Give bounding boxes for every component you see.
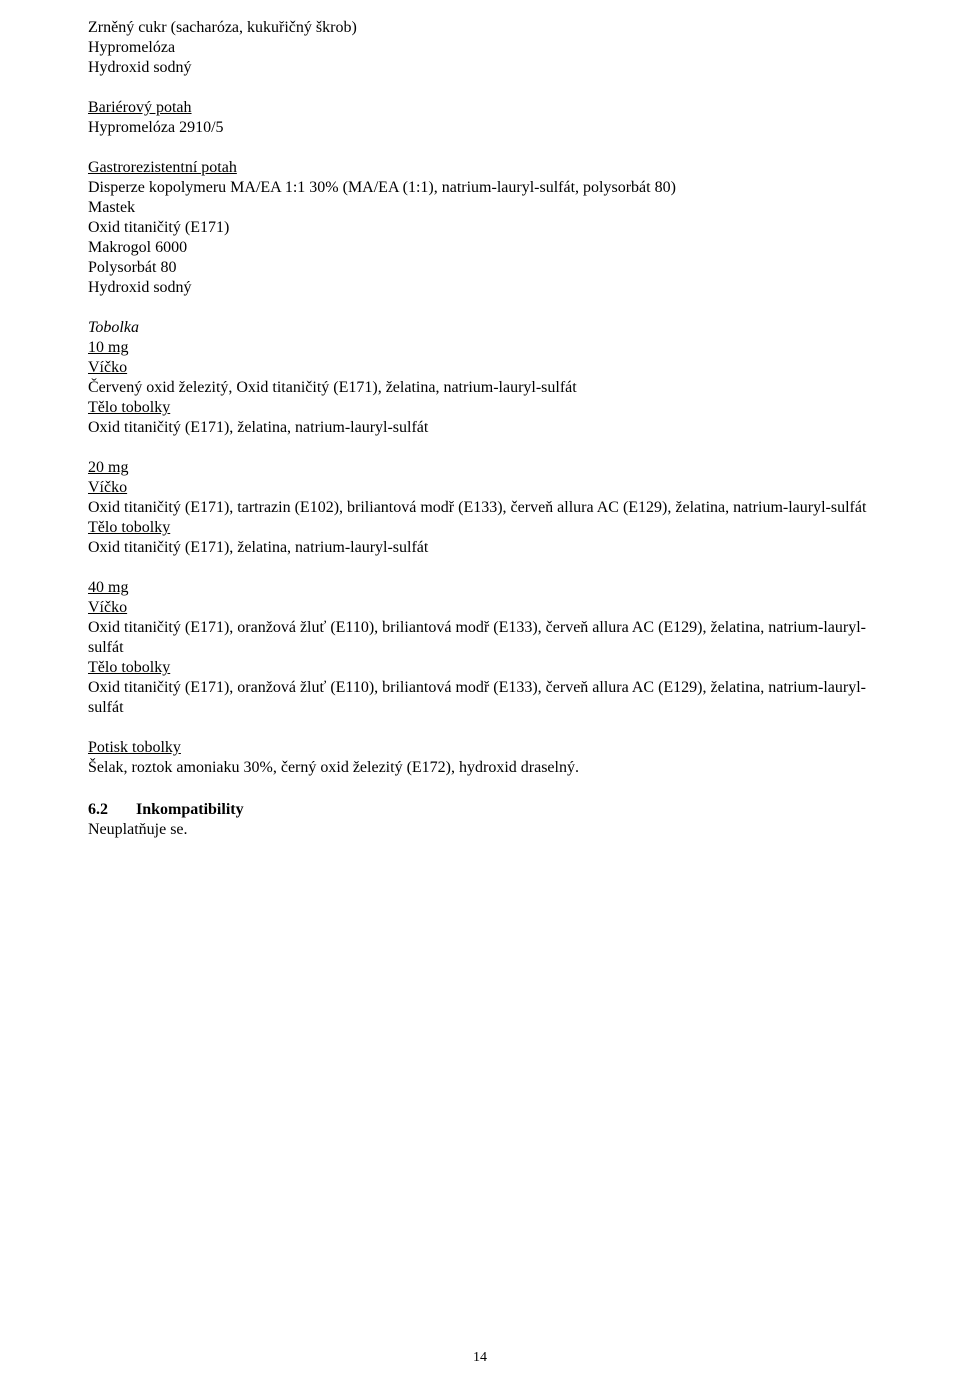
body-text: Polysorbát 80 (88, 258, 872, 278)
body-text: Oxid titaničitý (E171), tartrazin (E102)… (88, 498, 872, 518)
body-text: Disperze kopolymeru MA/EA 1:1 30% (MA/EA… (88, 178, 872, 198)
italic-heading: Tobolka (88, 318, 872, 338)
body-text: Oxid titaničitý (E171), oranžová žluť (E… (88, 678, 872, 718)
section-number: 6.2 (88, 800, 136, 820)
subheading: Gastrorezistentní potah (88, 158, 872, 178)
body-text: Šelak, roztok amoniaku 30%, černý oxid ž… (88, 758, 872, 778)
body-text: Hypromelóza (88, 38, 872, 58)
subheading: Potisk tobolky (88, 738, 872, 758)
body-text: Hypromelóza 2910/5 (88, 118, 872, 138)
part-label: Víčko (88, 358, 872, 378)
dose-label: 10 mg (88, 338, 872, 358)
part-label: Tělo tobolky (88, 518, 872, 538)
part-label: Víčko (88, 598, 872, 618)
page-number: 14 (0, 1349, 960, 1367)
body-text: Makrogol 6000 (88, 238, 872, 258)
body-text: Oxid titaničitý (E171) (88, 218, 872, 238)
section-heading: 6.2 Inkompatibility (88, 800, 872, 820)
body-text: Oxid titaničitý (E171), želatina, natriu… (88, 538, 872, 558)
part-label: Tělo tobolky (88, 658, 872, 678)
section-title: Inkompatibility (136, 800, 244, 820)
part-label: Víčko (88, 478, 872, 498)
part-label: Tělo tobolky (88, 398, 872, 418)
body-text: Hydroxid sodný (88, 278, 872, 298)
dose-label: 20 mg (88, 458, 872, 478)
body-text: Oxid titaničitý (E171), oranžová žluť (E… (88, 618, 872, 658)
body-text: Oxid titaničitý (E171), želatina, natriu… (88, 418, 872, 438)
document-page: Zrněný cukr (sacharóza, kukuřičný škrob)… (0, 0, 960, 1388)
body-text: Zrněný cukr (sacharóza, kukuřičný škrob) (88, 18, 872, 38)
body-text: Červený oxid železitý, Oxid titaničitý (… (88, 378, 872, 398)
dose-label: 40 mg (88, 578, 872, 598)
body-text: Mastek (88, 198, 872, 218)
subheading: Bariérový potah (88, 98, 872, 118)
body-text: Neuplatňuje se. (88, 820, 872, 840)
body-text: Hydroxid sodný (88, 58, 872, 78)
